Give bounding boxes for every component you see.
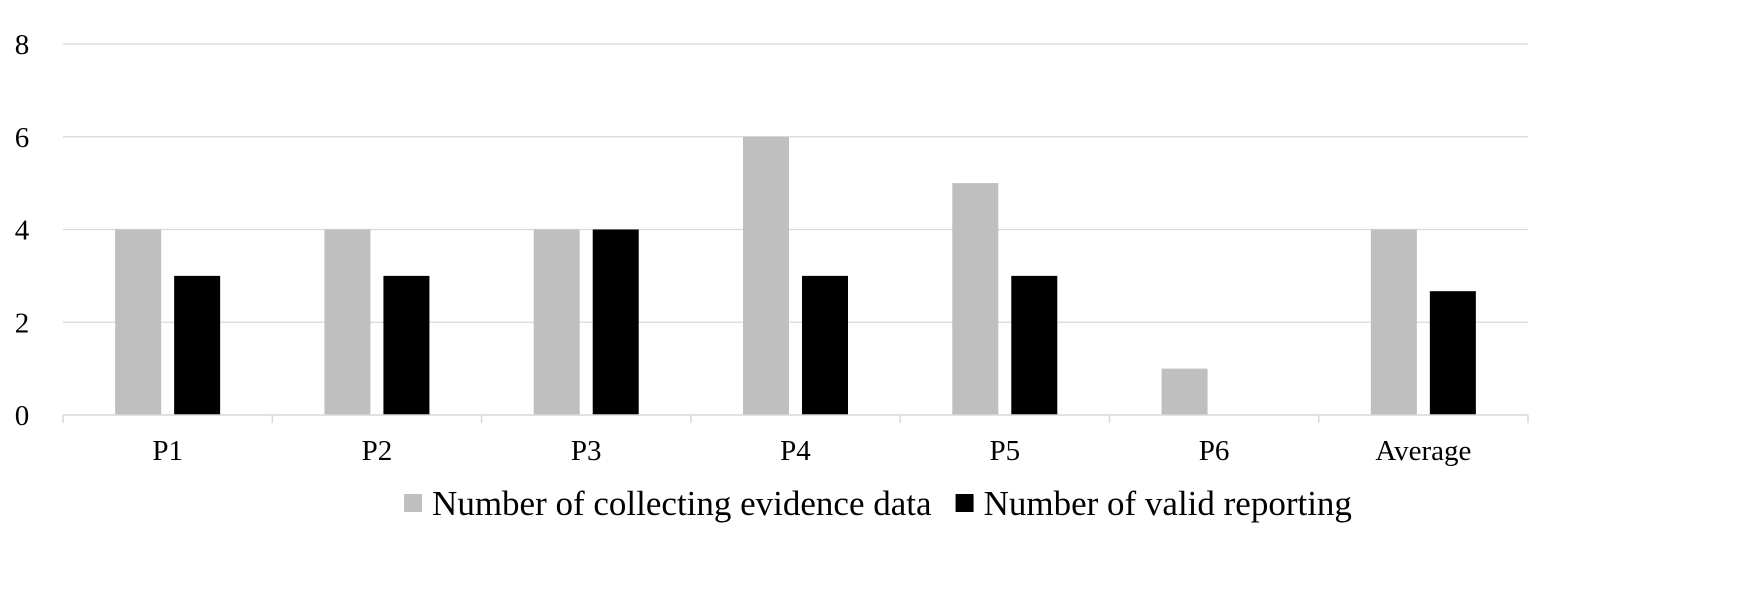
bar-collecting-evidence: [1370, 229, 1417, 415]
bar-valid-reporting: [383, 275, 430, 415]
x-tick-label: Average: [1375, 435, 1471, 467]
y-tick-label: 4: [15, 215, 30, 247]
bar-valid-reporting: [1429, 291, 1476, 415]
x-tick-label: P5: [989, 435, 1020, 467]
x-tick-label: P2: [362, 435, 393, 467]
bar-collecting-evidence: [1161, 368, 1208, 415]
bar-valid-reporting: [1011, 275, 1058, 415]
legend-label: Number of valid reporting: [984, 484, 1352, 523]
bar-collecting-evidence: [743, 136, 789, 415]
y-axis: 0 2 4 6 8: [15, 29, 30, 432]
bar-valid-reporting: [592, 229, 639, 415]
x-tick-label: P1: [152, 435, 183, 467]
bar-collecting-evidence: [952, 183, 999, 415]
bar-valid-reporting: [174, 275, 221, 415]
legend-label: Number of collecting evidence data: [432, 484, 932, 523]
x-tick-label: P4: [780, 435, 811, 467]
y-tick-label: 0: [15, 400, 30, 432]
y-tick-label: 2: [15, 307, 30, 339]
x-tick-label: P3: [571, 435, 602, 467]
y-tick-label: 6: [15, 122, 30, 154]
x-tick-label: P6: [1199, 435, 1230, 467]
bar-valid-reporting: [802, 275, 848, 415]
bar-collecting-evidence: [324, 229, 371, 415]
legend-swatch: [955, 494, 974, 512]
legend-swatch: [404, 494, 423, 512]
bar-collecting-evidence: [115, 229, 162, 415]
gridlines: [63, 43, 1528, 323]
x-axis: P1 P2 P3 P4 P5 P6 Average: [62, 414, 1529, 467]
y-tick-label: 8: [15, 29, 30, 61]
bars: [115, 136, 1476, 415]
bar-collecting-evidence: [533, 229, 580, 415]
legend: Number of collecting evidence data Number…: [404, 484, 1352, 523]
